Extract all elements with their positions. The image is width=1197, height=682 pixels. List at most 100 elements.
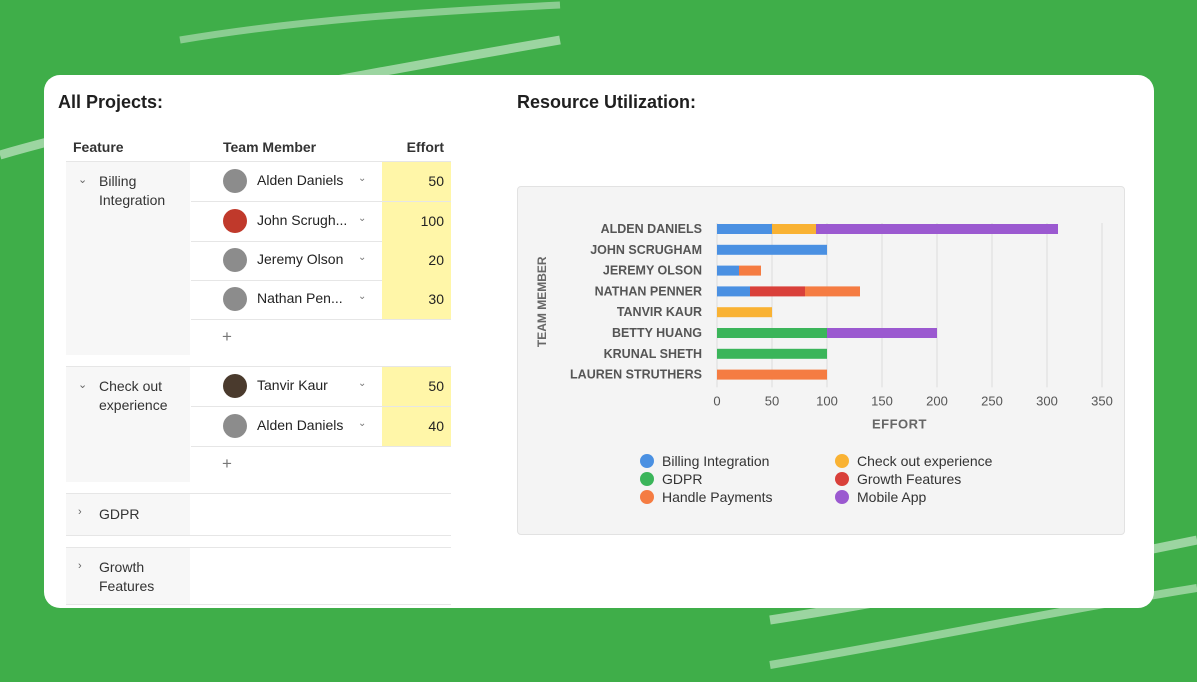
effort-cell[interactable]: 50 [382,367,451,406]
feature-group-check-out-experience: ⌄ Check out experience Tanvir Kaur ⌄ 50 … [66,366,451,482]
member-name: John Scrugh... [257,212,348,228]
avatar [223,287,247,311]
bar-segment [739,265,761,276]
effort-cell[interactable]: 40 [382,407,451,446]
chevron-down-icon[interactable]: ⌄ [358,252,367,263]
legend-item[interactable]: Handle Payments [640,489,773,505]
legend-label: Mobile App [857,489,927,505]
x-tick-label: 0 [713,393,720,408]
bar-segment [717,286,750,297]
add-row[interactable]: + [191,447,451,481]
x-axis-label: EFFORT [872,416,927,431]
effort-cell[interactable]: 100 [382,202,451,241]
feature-cell[interactable]: › GDPR [66,494,190,535]
table-row[interactable]: Nathan Pen... ⌄ 30 [191,280,451,320]
effort-column-header: Effort [406,139,444,155]
y-tick-label: LAUREN STRUTHERS [570,368,702,382]
y-tick-label: BETTY HUANG [612,326,702,340]
avatar [223,169,247,193]
feature-name: Billing Integration [99,173,166,208]
all-projects-title: All Projects: [58,92,164,112]
member-name: Jeremy Olson [257,251,344,267]
effort-value: 40 [428,418,444,434]
table-row[interactable]: Alden Daniels ⌄ 50 [191,162,451,202]
legend-item[interactable]: Mobile App [835,489,926,505]
chevron-down-icon[interactable]: ⌄ [358,173,367,184]
table-row[interactable]: Tanvir Kaur ⌄ 50 [191,367,451,407]
legend-label: Growth Features [857,471,962,487]
bar-segment [750,286,805,297]
member-name: Nathan Pen... [257,290,343,306]
effort-cell[interactable]: 20 [382,241,451,280]
effort-value: 20 [428,252,444,268]
bar-segment [717,265,739,276]
legend-item[interactable]: Billing Integration [640,453,769,469]
bar-segment [717,244,827,255]
bar-segment [717,348,827,359]
feature-name: GDPR [99,506,140,522]
feature-cell[interactable]: › Growth Features [66,548,190,604]
x-tick-label: 350 [1091,393,1113,408]
chevron-right-icon[interactable]: › [78,506,82,518]
y-tick-label: JEREMY OLSON [603,264,702,278]
chevron-down-icon[interactable]: ⌄ [358,378,367,389]
effort-cell[interactable]: 50 [382,162,451,201]
chevron-down-icon[interactable]: ⌄ [78,174,88,186]
add-row[interactable]: + [191,320,451,354]
feature-name: Check out experience [99,378,168,413]
table-row[interactable]: Jeremy Olson ⌄ 20 [191,241,451,281]
avatar [223,209,247,233]
y-axis-label: TEAM MEMBER [535,256,549,347]
y-tick-label: ALDEN DANIELS [601,222,702,236]
legend-dot [835,490,849,504]
feature-group-billing-integration: ⌄ Billing Integration Alden Daniels ⌄ 50… [66,161,451,355]
legend-dot [640,472,654,486]
chevron-down-icon[interactable]: ⌄ [358,213,367,224]
team-member-column-header: Team Member [223,139,317,155]
effort-cell[interactable]: 30 [382,280,451,319]
table-row[interactable]: John Scrugh... ⌄ 100 [191,202,451,242]
projects-table: Feature Team Member Effort ⌄ Billing Int… [66,131,451,605]
bar-chart: 0 50 100 150 200 250 300 350 ALDEN DANIELS JOHN S… [535,222,1113,431]
chevron-down-icon[interactable]: ⌄ [78,379,88,391]
bar-segment [717,328,827,338]
x-tick-label: 200 [926,393,948,408]
chevron-down-icon[interactable]: ⌄ [358,418,367,429]
feature-name: Growth Features [99,559,155,594]
bar-segment [805,286,860,297]
chevron-down-icon[interactable]: ⌄ [358,291,367,302]
x-tick-label: 300 [1036,393,1058,408]
legend-dot [640,454,654,468]
bar-segment [827,328,937,338]
member-name: Alden Daniels [257,417,344,433]
table-row[interactable]: Alden Daniels ⌄ 40 [191,407,451,447]
y-tick-label: KRUNAL SHETH [604,347,702,361]
bar-segment [772,224,816,234]
bar-segment [816,224,1058,234]
avatar [223,414,247,438]
table-header: Feature Team Member Effort [66,131,451,161]
feature-cell[interactable]: ⌄ Check out experience [66,367,190,482]
legend-item[interactable]: Growth Features [835,471,961,487]
main-card: All Projects: Resource Utilization: Feat… [44,75,1154,608]
legend-dot [835,472,849,486]
avatar [223,248,247,272]
legend-item[interactable]: Check out experience [835,453,992,469]
legend-label: GDPR [662,471,703,487]
legend-label: Billing Integration [662,453,770,469]
legend-label: Check out experience [857,453,993,469]
legend-dot [835,454,849,468]
plus-icon[interactable]: + [222,327,232,346]
feature-group-gdpr: › GDPR [66,493,451,536]
feature-cell[interactable]: ⌄ Billing Integration [66,162,190,355]
legend-label: Handle Payments [662,489,773,505]
bar-segment [717,224,772,234]
chevron-right-icon[interactable]: › [78,560,82,572]
legend-dot [640,490,654,504]
feature-group-growth-features: › Growth Features [66,547,451,605]
x-tick-label: 250 [981,393,1003,408]
feature-column-header: Feature [73,139,124,155]
plus-icon[interactable]: + [222,454,232,473]
legend-item[interactable]: GDPR [640,471,702,487]
resource-utilization-title: Resource Utilization: [517,92,697,112]
